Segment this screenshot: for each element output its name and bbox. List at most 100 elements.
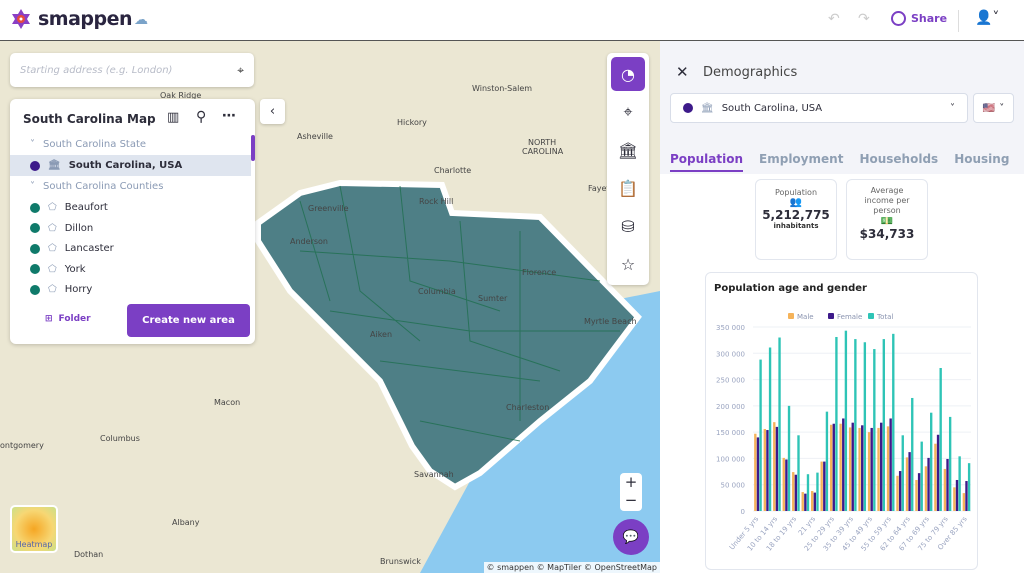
bar-total[interactable] (778, 337, 781, 511)
bar-female[interactable] (908, 452, 911, 511)
bar-total[interactable] (797, 435, 800, 511)
pie-chart-icon[interactable]: ◔ (611, 57, 645, 91)
bar-total[interactable] (816, 472, 819, 511)
bar-female[interactable] (823, 461, 826, 511)
address-search-input[interactable]: Starting address (e.g. London) ⌖ (10, 53, 254, 87)
create-new-area-button[interactable]: Create new area (127, 304, 250, 337)
bar-female[interactable] (955, 479, 959, 511)
bar-male[interactable] (792, 472, 795, 511)
bar-female[interactable] (870, 427, 873, 511)
bar-male[interactable] (905, 457, 909, 511)
bar-total[interactable] (958, 456, 961, 511)
tab-population[interactable]: Population (670, 152, 744, 172)
zoom-out-button[interactable]: − (624, 491, 638, 509)
bar-female[interactable] (832, 423, 835, 511)
logo[interactable]: smappen (10, 8, 133, 30)
bar-total[interactable] (948, 416, 952, 511)
bar-male[interactable] (915, 479, 918, 511)
group-state[interactable]: ˅ South Carolina State (10, 134, 251, 155)
bar-female[interactable] (775, 426, 779, 511)
chat-button[interactable]: 💬 (613, 519, 649, 555)
folder-button[interactable]: ⊞ Folder (45, 314, 91, 324)
bar-total[interactable] (835, 336, 838, 511)
location-pin-icon[interactable]: ⌖ (237, 62, 244, 77)
bar-female[interactable] (756, 437, 760, 511)
legend-label[interactable]: Female (837, 313, 862, 321)
zoom-in-button[interactable]: + (624, 473, 638, 491)
share-button[interactable]: Share (891, 11, 947, 26)
bar-female[interactable] (898, 471, 902, 511)
map-attribution[interactable]: © smappen © MapTiler © OpenStreetMap (483, 562, 660, 573)
bar-total[interactable] (882, 339, 885, 511)
list-item-state[interactable]: 🏛 South Carolina, USA (10, 155, 251, 176)
bar-male[interactable] (896, 475, 899, 511)
legend-label[interactable]: Male (797, 313, 814, 321)
list-item-county[interactable]: ⬠ Dillon (10, 218, 251, 239)
bar-total[interactable] (930, 412, 933, 511)
list-item-county[interactable]: ⬠ Lancaster (10, 238, 251, 259)
bar-total[interactable] (854, 339, 857, 511)
area-select[interactable]: 🏛 South Carolina, USA ˅ (670, 93, 968, 123)
bar-male[interactable] (829, 424, 833, 511)
bar-male[interactable] (820, 461, 823, 511)
location-pin-icon[interactable]: ⌖ (623, 102, 633, 121)
map-icon[interactable]: ▥ (167, 110, 180, 125)
bank-icon[interactable]: 🏛 (617, 140, 639, 160)
bar-female[interactable] (766, 430, 769, 511)
bar-female[interactable] (851, 422, 854, 511)
bar-female[interactable] (813, 492, 817, 511)
tab-households[interactable]: Households (859, 152, 939, 166)
country-select[interactable]: 🇺🇸 ˅ (973, 93, 1014, 123)
list-item-county[interactable]: ⬠ Horry (10, 279, 251, 300)
bar-total[interactable] (787, 405, 791, 511)
legend-label[interactable]: Total (876, 313, 893, 321)
bar-female[interactable] (794, 474, 798, 511)
bar-total[interactable] (873, 349, 876, 511)
group-counties[interactable]: ˅ South Carolina Counties (10, 176, 251, 197)
bar-total[interactable] (768, 347, 772, 511)
bar-total[interactable] (911, 397, 914, 511)
bar-male[interactable] (763, 428, 766, 511)
bar-total[interactable] (901, 435, 904, 511)
bar-male[interactable] (953, 487, 956, 511)
redo-icon[interactable]: ↷ (858, 11, 870, 27)
bar-total[interactable] (844, 330, 848, 511)
heatmap-button[interactable]: Heatmap (10, 505, 58, 553)
bar-male[interactable] (801, 492, 804, 511)
bar-male[interactable] (924, 466, 928, 511)
bar-male[interactable] (839, 423, 842, 511)
collapse-panel-button[interactable]: ‹ (260, 99, 285, 124)
bar-male[interactable] (877, 427, 880, 511)
close-icon[interactable]: ✕ (676, 63, 689, 81)
bar-total[interactable] (920, 441, 923, 511)
undo-icon[interactable]: ↶ (828, 11, 840, 27)
bar-female[interactable] (927, 457, 930, 511)
bar-female[interactable] (804, 493, 807, 511)
search-icon[interactable]: ⚲ (196, 109, 207, 125)
bar-total[interactable] (806, 474, 810, 511)
bar-male[interactable] (782, 457, 785, 511)
bar-total[interactable] (863, 342, 867, 511)
list-item-county[interactable]: ⬠ Beaufort (10, 197, 251, 218)
bar-male[interactable] (848, 427, 852, 511)
bar-female[interactable] (861, 425, 864, 511)
more-options-icon[interactable]: ⋯ (222, 108, 236, 124)
clipboard-icon[interactable]: 📋 (618, 178, 638, 198)
bar-female[interactable] (889, 418, 892, 511)
bar-female[interactable] (917, 473, 921, 511)
bar-female[interactable] (842, 418, 845, 511)
bar-female[interactable] (965, 481, 968, 511)
bar-male[interactable] (867, 432, 871, 511)
bar-male[interactable] (858, 427, 861, 511)
bar-total[interactable] (759, 359, 762, 511)
bar-male[interactable] (934, 443, 937, 511)
user-menu-button[interactable]: 👤˅ (975, 10, 1000, 26)
database-plus-icon[interactable]: ⛁ (621, 216, 635, 236)
bar-male[interactable] (886, 426, 890, 511)
bar-male[interactable] (811, 491, 814, 511)
bar-total[interactable] (939, 368, 942, 511)
bar-female[interactable] (936, 434, 940, 511)
bar-total[interactable] (825, 411, 829, 511)
bar-male[interactable] (754, 433, 757, 511)
bar-total[interactable] (967, 463, 971, 511)
